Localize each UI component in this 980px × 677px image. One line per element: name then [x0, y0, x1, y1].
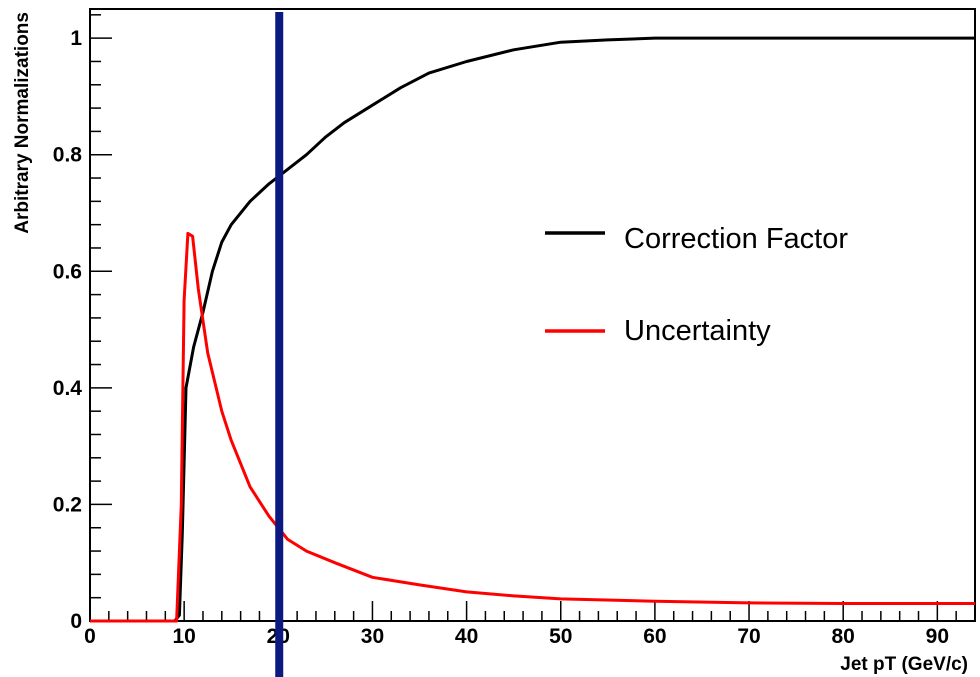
x-tick-label: 50 — [549, 625, 572, 648]
x-tick-label: 70 — [737, 625, 760, 648]
y-tick-label: 0.4 — [53, 377, 83, 400]
x-tick-label: 30 — [361, 625, 384, 648]
legend-label-uncertainty: Uncertainty — [624, 315, 771, 347]
y-tick-label: 0.2 — [53, 493, 82, 516]
series-line-correction-factor — [90, 36, 975, 623]
x-tick-label: 90 — [926, 625, 949, 648]
y-tick-label: 0.8 — [53, 144, 83, 167]
y-axis-label: Arbitrary Normalizations — [12, 12, 33, 234]
y-tick-label: 0.6 — [53, 260, 82, 283]
x-tick-label: 10 — [172, 625, 195, 648]
x-tick-labels: 0102030405060708090 — [84, 625, 949, 648]
x-tick-label: 40 — [455, 625, 478, 648]
legend: Correction Factor Uncertainty — [545, 223, 848, 347]
minor-ticks — [90, 14, 976, 621]
x-axis-label: Jet pT (GeV/c) — [840, 654, 968, 675]
plot-area — [89, 8, 976, 622]
x-tick-label: 60 — [643, 625, 666, 648]
x-tick-label: 0 — [84, 625, 96, 648]
y-tick-labels: 0 0.2 0.4 0.6 0.8 1 — [53, 27, 83, 633]
x-tick-label: 80 — [832, 625, 855, 648]
legend-label-correction-factor: Correction Factor — [624, 223, 848, 255]
y-tick-label: 1 — [70, 27, 82, 50]
plot-frame — [89, 8, 976, 622]
y-tick-label: 0 — [70, 610, 82, 633]
